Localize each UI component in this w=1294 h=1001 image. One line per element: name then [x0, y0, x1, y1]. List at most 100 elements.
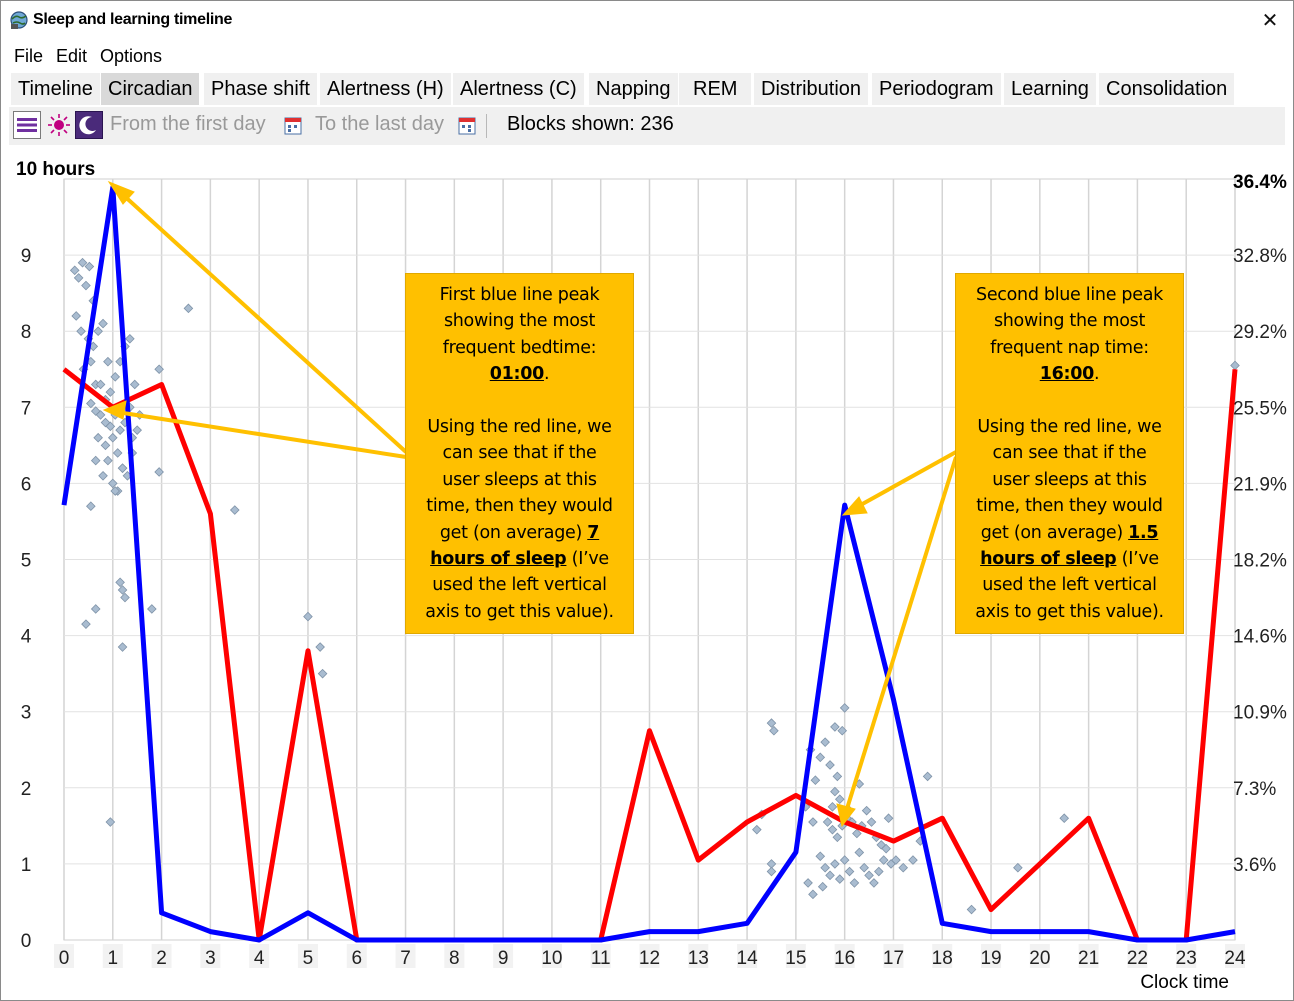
ann-right-line2: showing the most: [956, 308, 1183, 334]
x-tick-label: 12: [639, 948, 660, 969]
calendar-icon[interactable]: [284, 115, 302, 135]
tab-phase-shift[interactable]: Phase shift: [204, 73, 317, 105]
x-tick-label: 14: [737, 948, 759, 969]
to-last-day-label[interactable]: To the last day: [315, 113, 444, 136]
x-tick-label: 7: [400, 948, 411, 969]
y2-tick-label: 10.9%: [1233, 703, 1287, 724]
ann-left-line9: get (on average): [440, 523, 587, 543]
tab-periodogram[interactable]: Periodogram: [872, 73, 1001, 105]
y-tick-label: 5: [21, 551, 32, 572]
tab-napping[interactable]: Napping: [589, 73, 678, 105]
ann-right-hours-num: 1.5: [1128, 523, 1158, 543]
ann-left-line8: time, then they would: [406, 493, 633, 519]
y-tick-label: 6: [21, 474, 32, 495]
ann-left-line5: Using the red line, we: [406, 414, 633, 440]
tab-distribution[interactable]: Distribution: [754, 73, 868, 105]
y-tick-label: 2: [21, 779, 32, 800]
y2-tick-label: 7.3%: [1233, 779, 1276, 800]
globe-icon: [9, 10, 29, 30]
menu-file[interactable]: File: [14, 46, 43, 67]
x-tick-label: 22: [1127, 948, 1148, 969]
x-tick-label: 4: [254, 948, 265, 969]
y-tick-label: 1: [21, 855, 32, 876]
x-tick-label: 15: [785, 948, 806, 969]
x-tick-label: 8: [449, 948, 460, 969]
sun-icon[interactable]: [45, 111, 73, 139]
ann-left-time: 01:00: [490, 364, 544, 384]
from-first-day-label[interactable]: From the first day: [110, 113, 266, 136]
y-tick-label: 3: [21, 703, 32, 724]
x-tick-label: 17: [883, 948, 904, 969]
y2-tick-label: 21.9%: [1233, 474, 1287, 495]
ann-left-line1: First blue line peak: [406, 282, 633, 308]
tab-alertness-h[interactable]: Alertness (H): [320, 73, 451, 105]
ann-right-line5: Using the red line, we: [956, 414, 1183, 440]
x-tick-label: 0: [59, 948, 70, 969]
tab-bar: Timeline Circadian Phase shift Alertness…: [1, 73, 1293, 105]
tab-timeline[interactable]: Timeline: [11, 73, 100, 105]
menu-edit[interactable]: Edit: [56, 46, 87, 67]
x-tick-label: 19: [980, 948, 1001, 969]
menu-bar: File Edit Options: [1, 43, 1293, 71]
y-axis-top-label: 10 hours: [16, 159, 95, 180]
y2-tick-label: 18.2%: [1233, 551, 1287, 572]
app-window: Sleep and learning timeline ✕ File Edit …: [0, 0, 1294, 1001]
tab-alertness-c[interactable]: Alertness (C): [453, 73, 584, 105]
ann-left-line2: showing the most: [406, 308, 633, 334]
x-axis-label: Clock time: [1140, 972, 1229, 993]
ann-left-hours-text: hours of sleep: [430, 549, 566, 569]
y2-tick-label: 3.6%: [1233, 855, 1276, 876]
ann-left-hours-num: 7: [587, 523, 599, 543]
x-tick-label: 16: [834, 948, 855, 969]
x-tick-label: 11: [591, 948, 611, 969]
y-tick-label: 0: [21, 931, 32, 952]
ann-right-line3: frequent nap time:: [956, 335, 1183, 361]
ann-left-line7: user sleeps at this: [406, 467, 633, 493]
ann-right-line11: used the left vertical: [956, 572, 1183, 598]
y-tick-label: 9: [21, 246, 32, 267]
x-tick-label: 23: [1176, 948, 1197, 969]
x-tick-label: 5: [303, 948, 314, 969]
ann-right-line7: user sleeps at this: [956, 467, 1183, 493]
close-button[interactable]: ✕: [1247, 1, 1293, 41]
x-axis: 0 1 2 3 4 5 6 7 8 9 10 11 12 13 14 15 16 17 18 19 20 21 22 23 24: [54, 944, 1246, 969]
x-tick-label: 1: [108, 948, 119, 969]
ann-left-line6: can see that if the: [406, 440, 633, 466]
menu-options[interactable]: Options: [100, 46, 162, 67]
x-tick-label: 6: [351, 948, 362, 969]
y-tick-label: 4: [21, 627, 32, 648]
ann-right-hours-text: hours of sleep: [980, 549, 1116, 569]
tab-circadian[interactable]: Circadian: [101, 73, 199, 105]
toolbar: From the first day To the last day Block…: [9, 107, 1285, 145]
tab-learning[interactable]: Learning: [1004, 73, 1096, 105]
y2-tick-label: 25.5%: [1233, 398, 1287, 419]
moon-icon[interactable]: [75, 111, 103, 139]
ann-left-line11: used the left vertical: [406, 572, 633, 598]
toolbar-separator: [486, 114, 487, 138]
y2-tick-label: 29.2%: [1233, 322, 1287, 343]
x-tick-label: 20: [1029, 948, 1050, 969]
x-tick-label: 21: [1078, 948, 1099, 969]
blocks-shown-label: Blocks shown: 236: [507, 113, 674, 136]
x-tick-label: 9: [498, 948, 509, 969]
y-tick-label: 8: [21, 322, 32, 343]
ann-right-line8: time, then they would: [956, 493, 1183, 519]
calendar-icon[interactable]: [458, 115, 476, 135]
annotation-bedtime: First blue line peak showing the most fr…: [405, 273, 634, 634]
ann-right-time: 16:00: [1040, 364, 1094, 384]
list-view-button[interactable]: [13, 111, 41, 139]
ann-right-line9: get (on average): [981, 523, 1128, 543]
x-tick-label: 18: [932, 948, 953, 969]
title-bar: Sleep and learning timeline ✕: [1, 1, 1293, 41]
close-icon: ✕: [1262, 10, 1279, 32]
tab-consolidation[interactable]: Consolidation: [1099, 73, 1234, 105]
x-tick-label: 10: [541, 948, 562, 969]
x-tick-label: 24: [1224, 948, 1246, 969]
tab-rem[interactable]: REM: [679, 73, 751, 105]
y2-tick-label: 32.8%: [1233, 246, 1287, 267]
x-tick-label: 3: [205, 948, 216, 969]
annotation-naptime: Second blue line peak showing the most f…: [955, 273, 1184, 634]
x-tick-label: 13: [688, 948, 709, 969]
x-tick-label: 2: [156, 948, 167, 969]
ann-right-line12: axis to get this value).: [956, 599, 1183, 625]
